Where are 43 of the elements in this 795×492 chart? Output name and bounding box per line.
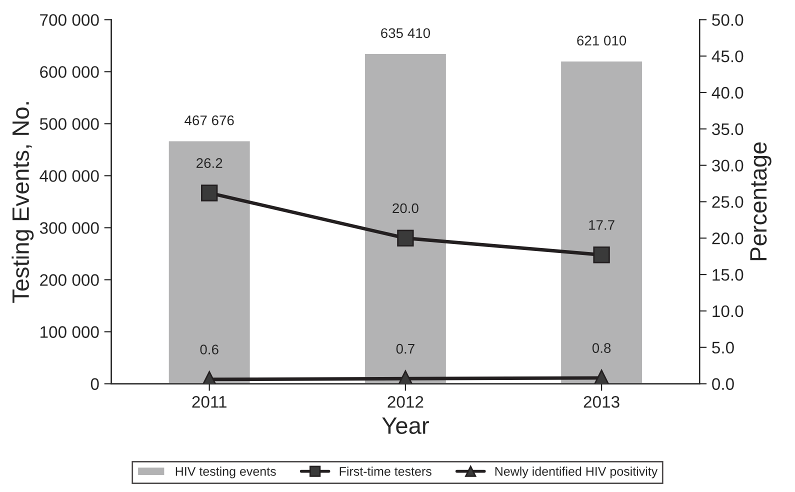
y2-tick-label: 45.0 xyxy=(712,50,744,62)
y-tick-label: 100 000 xyxy=(40,326,99,338)
y2-tick-label: 30.0 xyxy=(712,160,744,172)
y2-tick-label: 0.0 xyxy=(712,378,734,390)
y2-axis-title: Percentage xyxy=(750,142,772,260)
data-label: 0.6 xyxy=(200,344,218,354)
data-label: 0.7 xyxy=(396,344,414,354)
y-axis-title: Testing Events, No. xyxy=(12,102,34,303)
y2-tick-label: 40.0 xyxy=(712,86,744,99)
bar xyxy=(167,140,252,384)
y2-tick-label: 50.0 xyxy=(712,14,744,26)
legend-label: HIV testing events xyxy=(176,466,276,478)
point xyxy=(397,230,414,246)
x-axis-title: Year xyxy=(382,418,429,434)
y-tick-label: 700 000 xyxy=(40,14,99,26)
y-tick-label: 500 000 xyxy=(40,118,99,130)
x-tick-label: 2013 xyxy=(584,396,620,408)
y2-tick-label: 10.0 xyxy=(712,305,744,318)
data-label: 635 410 xyxy=(381,28,430,38)
y2-tick-label: 5.0 xyxy=(712,342,734,354)
x-tick-label: 2012 xyxy=(388,396,424,408)
data-label: 20.0 xyxy=(392,203,418,214)
point xyxy=(201,184,218,202)
bar xyxy=(364,52,448,384)
y-tick-label: 400 000 xyxy=(40,170,99,182)
y2-tick-label: 35.0 xyxy=(712,123,744,136)
bar xyxy=(560,60,644,384)
x-tick-label: 2011 xyxy=(192,396,226,408)
legend-label: Newly identified HIV positivity xyxy=(495,466,658,478)
y2-tick-label: 20.0 xyxy=(712,232,744,244)
point xyxy=(593,246,610,264)
y-tick-label: 200 000 xyxy=(40,274,99,286)
data-label: 26.2 xyxy=(196,158,222,168)
y2-tick-label: 25.0 xyxy=(712,196,744,208)
y-tick-label: 600 000 xyxy=(40,66,99,78)
legend-label: First-time testers xyxy=(340,466,432,476)
data-label: 0.8 xyxy=(592,343,611,353)
data-label: 467 676 xyxy=(184,115,234,126)
data-label: 621 010 xyxy=(577,36,626,46)
data-label: 17.7 xyxy=(589,220,614,230)
y-tick-label: 0 xyxy=(90,378,99,390)
y-tick-label: 300 000 xyxy=(40,222,99,234)
y2-tick-label: 15.0 xyxy=(712,268,744,281)
